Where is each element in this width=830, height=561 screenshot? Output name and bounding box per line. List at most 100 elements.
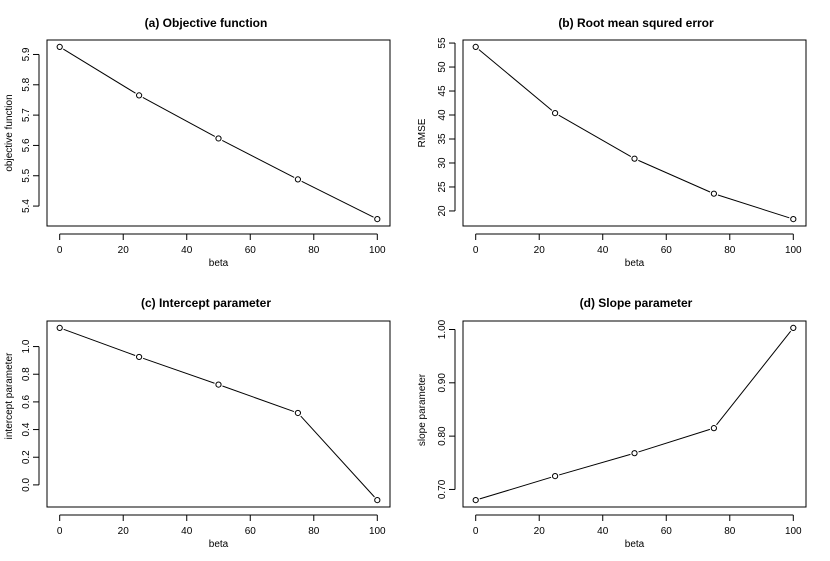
- x-tick-label: 100: [785, 526, 802, 537]
- series-segment: [716, 330, 792, 426]
- x-tick-label: 80: [724, 245, 736, 256]
- series-segment: [63, 328, 136, 356]
- data-point: [215, 381, 222, 388]
- y-tick-label: 0.8: [21, 367, 32, 381]
- x-axis-label: beta: [209, 539, 229, 550]
- x-tick-label: 100: [369, 526, 386, 537]
- y-tick-label: 5.5: [21, 168, 32, 182]
- x-tick-label: 40: [181, 245, 193, 256]
- chart-title: (b) Root mean squred error: [558, 16, 714, 30]
- y-tick-label: 55: [437, 37, 448, 49]
- y-tick-label: 25: [437, 181, 448, 193]
- x-tick-label: 100: [369, 245, 386, 256]
- data-point: [472, 43, 479, 50]
- y-tick-label: 20: [437, 205, 448, 217]
- x-tick-label: 60: [661, 245, 673, 256]
- data-point: [790, 324, 797, 331]
- series-segment: [638, 428, 711, 453]
- x-tick-label: 0: [473, 245, 479, 256]
- y-axis-label: intercept parameter: [4, 352, 15, 439]
- x-tick-label: 20: [534, 245, 546, 256]
- x-tick-label: 80: [308, 245, 320, 256]
- y-tick-label: 0.80: [437, 426, 448, 446]
- series-segment: [63, 48, 136, 94]
- plot-frame: [462, 320, 807, 508]
- y-tick-label: 5.8: [21, 77, 32, 91]
- series-segment: [717, 194, 790, 219]
- series-segment: [300, 415, 375, 498]
- y-tick-label: 35: [437, 133, 448, 145]
- x-tick-label: 60: [245, 526, 257, 537]
- plot-frame: [46, 320, 391, 508]
- chart-title: (a) Objective function: [145, 16, 268, 30]
- data-point: [631, 450, 638, 457]
- y-tick-label: 1.00: [437, 319, 448, 339]
- series-segment: [558, 114, 632, 158]
- series-segment: [558, 453, 631, 476]
- x-tick-label: 60: [245, 245, 257, 256]
- x-tick-label: 60: [661, 526, 673, 537]
- x-tick-label: 100: [785, 245, 802, 256]
- data-point: [215, 135, 222, 142]
- data-point: [631, 155, 638, 162]
- y-axis-label: objective function: [4, 94, 15, 171]
- y-tick-label: 50: [437, 61, 448, 73]
- data-point: [552, 473, 559, 480]
- data-point: [790, 216, 797, 223]
- x-tick-label: 20: [118, 245, 130, 256]
- x-axis-label: beta: [625, 258, 645, 269]
- y-tick-label: 0.70: [437, 479, 448, 499]
- x-tick-label: 20: [534, 526, 546, 537]
- series-segment: [301, 180, 374, 218]
- data-point: [374, 216, 381, 223]
- x-tick-label: 0: [57, 526, 63, 537]
- x-tick-label: 40: [181, 526, 193, 537]
- x-tick-label: 0: [473, 526, 479, 537]
- y-tick-label: 5.6: [21, 138, 32, 152]
- y-tick-label: 40: [437, 109, 448, 121]
- x-tick-label: 40: [597, 245, 609, 256]
- x-tick-label: 80: [724, 526, 736, 537]
- y-tick-label: 0.6: [21, 395, 32, 409]
- y-tick-label: 30: [437, 157, 448, 169]
- x-tick-label: 20: [118, 526, 130, 537]
- y-axis-label: slope parameter: [417, 373, 428, 446]
- y-axis-label: RMSE: [417, 118, 428, 147]
- data-point: [472, 497, 479, 504]
- data-point: [374, 497, 381, 504]
- y-tick-label: 5.9: [21, 47, 32, 61]
- y-tick-label: 5.7: [21, 108, 32, 122]
- x-tick-label: 0: [57, 245, 63, 256]
- y-tick-label: 0.2: [21, 450, 32, 464]
- y-tick-label: 0.4: [21, 422, 32, 436]
- series-segment: [479, 476, 552, 500]
- data-point: [294, 409, 301, 417]
- series-segment: [222, 385, 295, 413]
- data-point: [710, 425, 717, 432]
- data-point: [136, 353, 143, 361]
- y-tick-label: 5.4: [21, 199, 32, 213]
- panel-2: (c) Intercept parameter 0 20 40 60 80 100 0.0 0.…: [4, 296, 391, 550]
- y-tick-label: 1.0: [21, 339, 32, 353]
- plot-frame: [46, 39, 391, 227]
- y-tick-label: 45: [437, 85, 448, 97]
- panel-3: (d) Slope parameter 0 20 40 60 80 100 0.70 0.80 0…: [417, 296, 807, 550]
- series-segment: [638, 159, 711, 193]
- series-segment: [142, 357, 215, 384]
- data-point: [294, 176, 301, 183]
- plot-frame: [462, 39, 807, 227]
- x-axis-label: beta: [625, 539, 645, 550]
- y-tick-label: 0.90: [437, 373, 448, 393]
- series-segment: [222, 139, 295, 178]
- x-tick-label: 80: [308, 526, 320, 537]
- x-tick-label: 40: [597, 526, 609, 537]
- series-segment: [478, 49, 553, 111]
- data-point: [710, 190, 717, 197]
- panel-1: (b) Root mean squred error 0 20 40 60 80 100 20…: [417, 16, 807, 269]
- data-point: [56, 43, 63, 50]
- chart-title: (c) Intercept parameter: [141, 296, 271, 310]
- data-point: [56, 324, 63, 331]
- x-axis-label: beta: [209, 258, 229, 269]
- data-point: [552, 109, 559, 117]
